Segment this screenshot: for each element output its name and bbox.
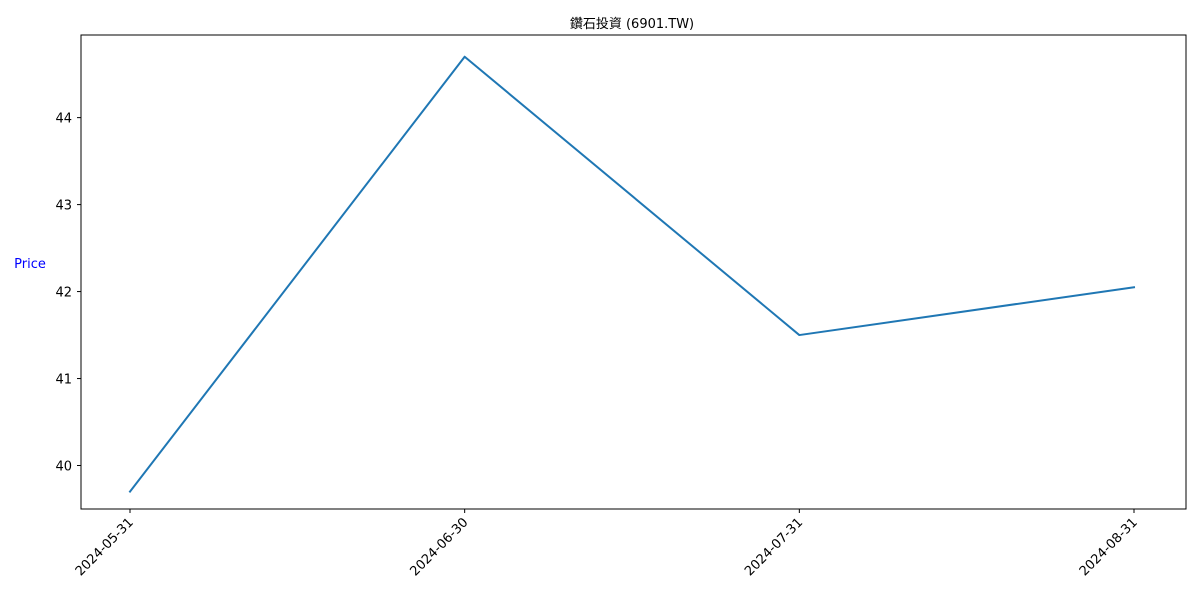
x-tick-label: 2024-06-30	[407, 515, 471, 579]
y-tick-label: 44	[55, 112, 72, 127]
series-layer	[128, 55, 1136, 494]
x-axis: 2024-05-31 2024-06-30 2024-07-31 2024-08-31	[73, 509, 1141, 579]
x-tick-label: 2024-08-31	[1077, 515, 1141, 579]
y-tick-label: 41	[55, 373, 72, 388]
y-tick-label: 43	[55, 199, 72, 214]
x-tick-label: 2024-05-31	[73, 515, 137, 579]
chart-title: 鑽石投資 (6901.TW)	[570, 16, 694, 32]
plot-frame	[80, 34, 1187, 510]
y-axis: 40 41 42 43 44	[55, 112, 81, 475]
y-tick-label: 42	[55, 286, 72, 301]
price-series-line	[128, 55, 1136, 494]
y-axis-label: Price	[14, 257, 46, 272]
x-tick-label: 2024-07-31	[742, 515, 806, 579]
y-tick-label: 40	[55, 460, 72, 475]
